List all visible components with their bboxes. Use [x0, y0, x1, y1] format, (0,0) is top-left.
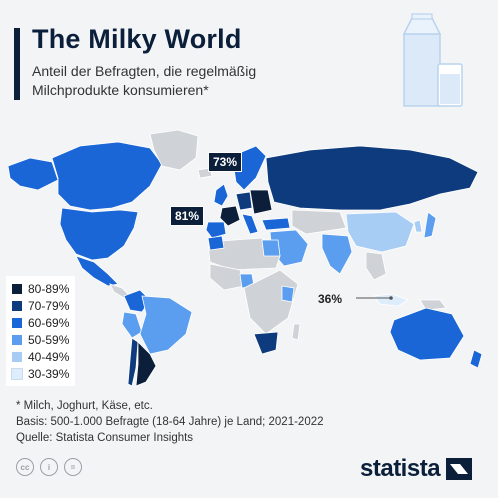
map-southeast-asia	[365, 251, 387, 281]
brand-name: statista	[360, 455, 441, 482]
map-japan	[423, 211, 437, 239]
legend-item: 40-49%	[12, 348, 69, 365]
map-germany	[235, 191, 253, 211]
map-france	[219, 205, 241, 227]
map-west-africa	[209, 263, 245, 291]
map-central-asia	[291, 209, 347, 235]
map-papua	[419, 299, 447, 311]
basis-note: Basis: 500-1.000 Befragte (18-64 Jahre) …	[16, 416, 324, 428]
title-accent-bar	[14, 28, 20, 100]
legend-swatch	[12, 300, 22, 311]
milk-illustration	[402, 13, 463, 107]
map-alaska	[7, 157, 59, 191]
legend-swatch	[12, 283, 22, 294]
source-note: Quelle: Statista Consumer Insights	[16, 432, 194, 444]
map-australia	[389, 307, 465, 361]
legend-label: 30-39%	[28, 366, 70, 381]
map-korea	[413, 219, 423, 233]
chart-title: The Milky World	[32, 24, 242, 54]
legend-item: 70-79%	[12, 297, 69, 314]
callout-36: 36%	[318, 292, 343, 306]
callout-81: 81%	[170, 206, 205, 226]
cc-icon[interactable]: cc	[16, 458, 34, 476]
legend-item: 30-39%	[11, 365, 70, 382]
map-madagascar	[291, 323, 301, 341]
map-morocco	[207, 235, 225, 251]
noderivs-icon[interactable]: =	[64, 458, 82, 476]
license-icons: cc i =	[16, 458, 82, 476]
map-indonesia	[373, 293, 409, 307]
map-peru	[121, 311, 143, 339]
map-india	[321, 233, 353, 275]
statista-mark-icon	[446, 458, 473, 480]
footnote: * Milch, Joghurt, Käse, etc.	[16, 400, 153, 412]
legend-swatch	[12, 317, 22, 328]
map-uk	[213, 183, 229, 207]
legend-item: 80-89%	[12, 280, 69, 297]
callout-73: 73%	[208, 152, 243, 172]
legend-item: 60-69%	[12, 314, 69, 331]
statista-logo[interactable]: statista	[360, 455, 473, 483]
legend-label: 70-79%	[28, 298, 70, 313]
attribution-icon[interactable]: i	[40, 458, 58, 476]
legend-item: 50-59%	[12, 331, 69, 348]
map-russia	[265, 145, 479, 211]
notes: * Milch, Joghurt, Käse, etc. Basis: 500-…	[16, 398, 324, 446]
legend: 80-89% 70-79% 60-69% 50-59% 40-49% 30-39%	[6, 276, 76, 386]
chart-subtitle: Anteil der Befragten, die regelmäßig Mil…	[32, 63, 257, 98]
callout-36-dot	[389, 296, 393, 300]
map-brazil	[139, 295, 193, 355]
legend-label: 50-59%	[28, 332, 70, 347]
map-central-africa	[243, 269, 299, 335]
map-greenland	[149, 129, 199, 171]
map-egypt	[261, 239, 281, 257]
legend-swatch	[12, 351, 22, 362]
map-central-europe	[249, 189, 273, 215]
world-map	[7, 129, 483, 387]
map-north-africa	[207, 237, 281, 271]
legend-label: 40-49%	[28, 349, 70, 364]
legend-label: 60-69%	[28, 315, 70, 330]
map-new-zealand	[469, 349, 483, 369]
legend-label: 80-89%	[28, 281, 70, 296]
map-turkey	[261, 217, 291, 231]
map-italy	[241, 213, 259, 235]
legend-swatch	[11, 367, 23, 380]
map-argentina	[135, 341, 157, 387]
map-south-africa	[253, 331, 279, 355]
map-mexico	[75, 255, 119, 287]
map-usa	[59, 207, 139, 261]
map-kenya	[281, 285, 295, 303]
legend-swatch	[12, 334, 22, 345]
map-china	[345, 211, 415, 253]
map-iberia	[205, 221, 227, 239]
map-canada	[51, 141, 163, 211]
